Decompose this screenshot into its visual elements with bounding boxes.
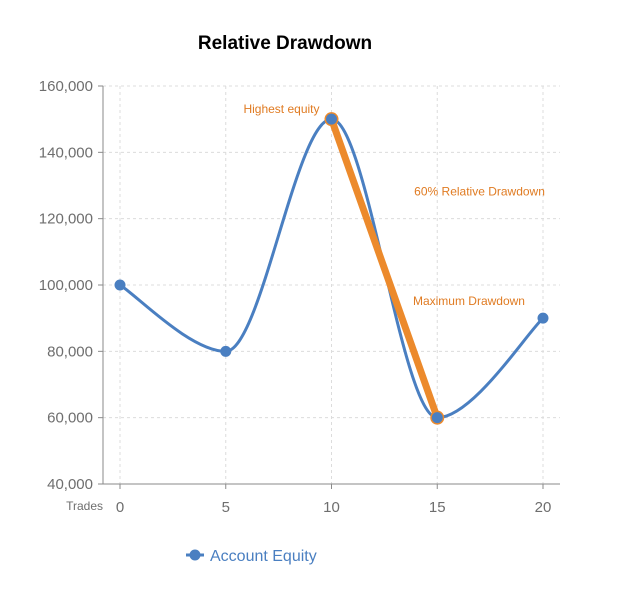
legend-label: Account Equity	[210, 548, 317, 565]
chart-title: Relative Drawdown	[198, 33, 372, 54]
data-point	[431, 412, 443, 424]
x-tick-label: 15	[429, 499, 446, 516]
x-tick-label: 5	[222, 499, 230, 516]
axes	[98, 85, 560, 489]
legend[interactable]: Account Equity	[186, 548, 317, 565]
drawdown-overlay	[324, 112, 445, 425]
data-point	[326, 113, 337, 125]
y-tick-label: 160,000	[39, 78, 93, 95]
grid-lines	[103, 85, 560, 484]
tick-labels: 40,000 60,000 80,000 100,000 120,000 140,000 1…	[39, 78, 552, 516]
annotation-highest: Highest equity	[243, 102, 319, 116]
y-tick-label: 120,000	[39, 211, 93, 228]
drawdown-line	[328, 115, 441, 422]
annotation-maximum: Maximum Drawdown	[413, 294, 525, 308]
legend-marker	[189, 549, 201, 561]
legend-item-account-equity[interactable]: Account Equity	[186, 548, 317, 565]
y-tick-label: 40,000	[47, 476, 93, 493]
annotations: Highest equity 60% Relative Drawdown Maxim…	[243, 102, 544, 308]
x-axis-label: Trades	[66, 499, 103, 513]
annotation-relative: 60% Relative Drawdown	[414, 184, 545, 198]
data-point	[537, 312, 549, 324]
y-tick-label: 80,000	[47, 343, 93, 360]
data-point	[220, 345, 232, 357]
x-tick-label: 0	[116, 499, 124, 516]
x-tick-label: 10	[323, 499, 340, 516]
y-tick-label: 60,000	[47, 410, 93, 427]
x-tick-label: 20	[535, 499, 552, 516]
data-point	[114, 279, 126, 291]
y-tick-label: 140,000	[39, 144, 93, 161]
y-tick-label: 100,000	[39, 277, 93, 294]
data-points	[114, 113, 549, 424]
